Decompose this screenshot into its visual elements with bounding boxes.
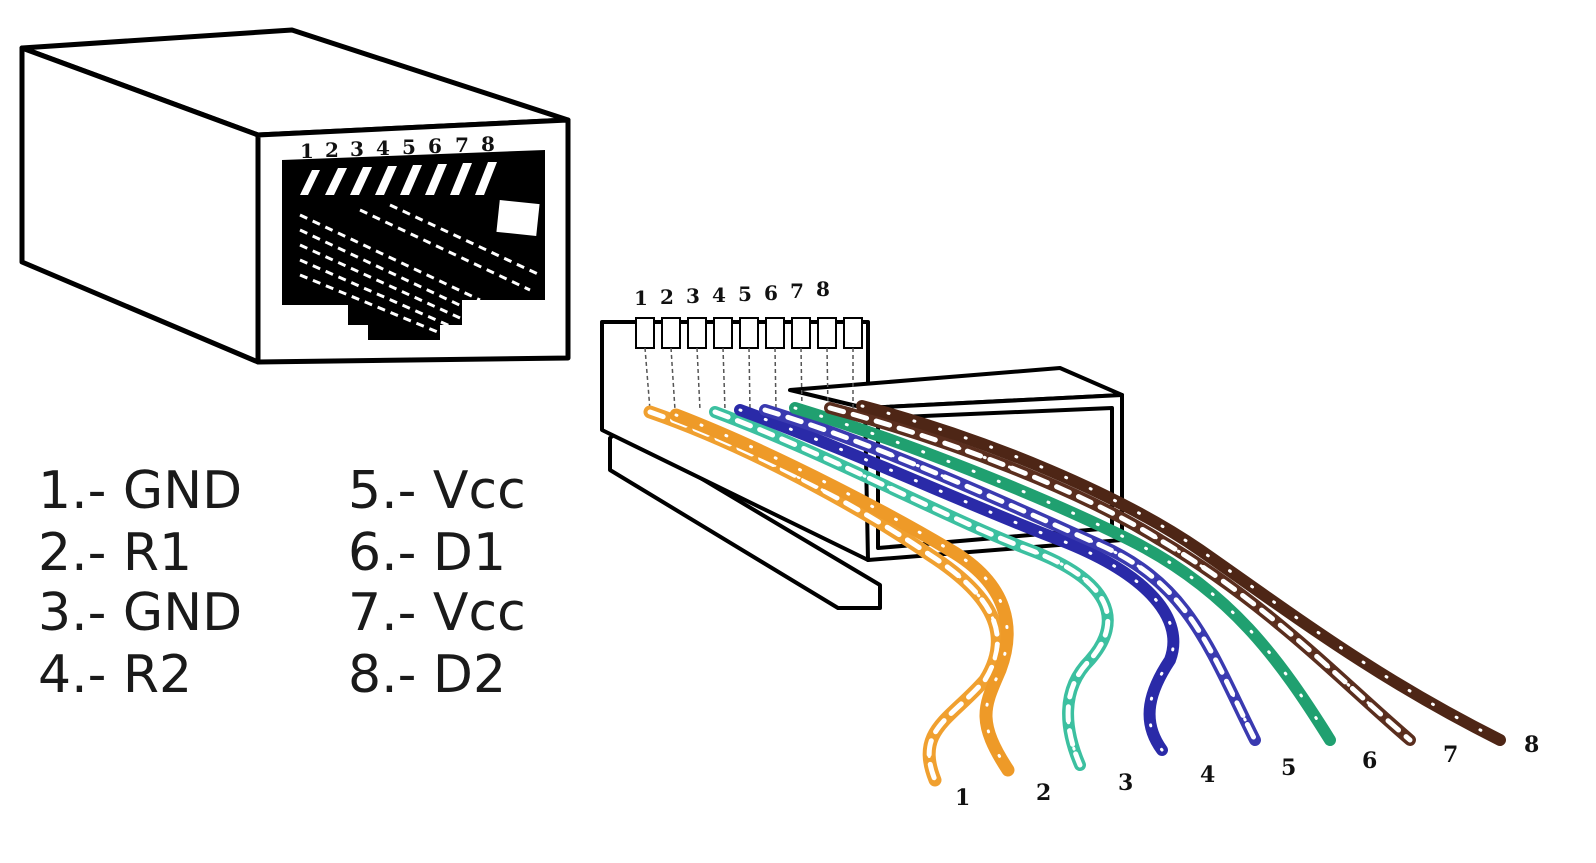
jack-pin-number: 2 — [325, 138, 339, 162]
wire-number-label: 6 — [1362, 748, 1377, 774]
pinout-item: 6.- D1 — [348, 523, 506, 583]
pinout-list: 1.- GND 2.- R1 3.- GND 4.- R2 5.- Vcc 6.… — [38, 461, 526, 705]
pinout-item: 5.- Vcc — [348, 461, 526, 521]
pinout-item: 1.- GND — [38, 461, 242, 521]
plug-pin-number: 7 — [790, 279, 804, 303]
wire-number-label: 8 — [1524, 732, 1539, 758]
pinout-item: 8.- D2 — [348, 645, 506, 705]
plug-pin-number: 6 — [764, 281, 778, 305]
pinout-item: 7.- Vcc — [348, 583, 526, 643]
plug-pin-number: 3 — [686, 284, 700, 308]
jack-pin-number: 5 — [402, 135, 416, 159]
plug-pin-numbers: 1 2 3 4 5 6 7 8 — [634, 277, 830, 310]
plug-pin-number: 1 — [634, 286, 648, 310]
pinout-item: 3.- GND — [38, 583, 242, 643]
plug-contacts — [636, 318, 862, 348]
plug-pin-number: 2 — [660, 285, 674, 309]
jack-pin-number: 7 — [455, 133, 469, 157]
plug-pin-number: 8 — [816, 277, 830, 301]
plug-pin-number: 5 — [738, 282, 752, 306]
jack-pin-number: 1 — [300, 139, 314, 163]
wire-number-label: 2 — [1036, 780, 1051, 806]
wire-number-labels: 1 2 3 4 5 6 7 8 — [955, 732, 1539, 811]
pinout-item: 4.- R2 — [38, 645, 192, 705]
wire-number-label: 7 — [1443, 742, 1458, 768]
wire-number-label: 3 — [1118, 770, 1133, 796]
wire-number-label: 1 — [955, 785, 970, 811]
jack-pin-number: 8 — [481, 132, 495, 156]
jack-pin-number: 3 — [350, 137, 364, 161]
pinout-item: 2.- R1 — [38, 523, 192, 583]
plug-pin-number: 4 — [712, 283, 726, 307]
jack-pin-number: 4 — [376, 136, 390, 160]
wire-number-label: 4 — [1200, 762, 1215, 788]
jack-latch-slot — [496, 200, 539, 236]
wire-number-label: 5 — [1281, 755, 1296, 781]
jack-pin-number: 6 — [428, 134, 442, 158]
